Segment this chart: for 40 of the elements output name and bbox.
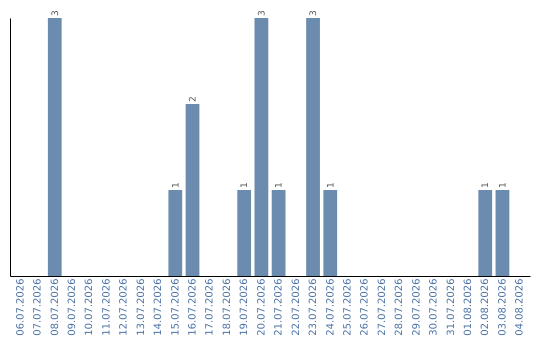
data-label: 2 xyxy=(188,96,199,102)
x-tick-label: 18.07.2026 xyxy=(222,278,233,336)
x-tick-label: 13.07.2026 xyxy=(136,278,147,336)
data-label: 1 xyxy=(171,182,182,188)
data-label: 3 xyxy=(50,10,61,16)
x-tick-label: 12.07.2026 xyxy=(118,278,130,336)
x-tick-label: 09.07.2026 xyxy=(66,278,78,336)
x-tick-label: 06.07.2026 xyxy=(15,278,26,336)
x-tick-label: 24.07.2026 xyxy=(325,278,336,336)
x-tick-label: 11.07.2026 xyxy=(101,278,112,336)
x-tick-label: 31.07.2026 xyxy=(446,278,457,336)
data-label: 1 xyxy=(326,182,336,188)
data-label: 1 xyxy=(498,182,508,188)
x-tick-label: 01.08.2026 xyxy=(463,278,474,336)
x-tick-label: 30.07.2026 xyxy=(428,278,440,336)
x-tick-label: 27.07.2026 xyxy=(376,278,388,336)
x-tick-label: 14.07.2026 xyxy=(153,278,164,336)
x-tick-label: 21.07.2026 xyxy=(274,278,285,336)
x-tick-label: 15.07.2026 xyxy=(170,278,182,336)
data-label: 3 xyxy=(309,10,320,16)
x-tick-label: 28.07.2026 xyxy=(394,278,406,336)
x-tick-label: 08.07.2026 xyxy=(50,278,61,336)
x-tick-label: 19.07.2026 xyxy=(239,278,250,336)
x-tick-label: 29.07.2026 xyxy=(411,278,422,336)
x-tick-label: 16.07.2026 xyxy=(188,278,199,336)
data-label: 3 xyxy=(257,10,268,16)
x-tick-label: 22.07.2026 xyxy=(290,278,302,336)
data-label: 1 xyxy=(481,182,492,188)
data-label: 1 xyxy=(240,182,250,188)
x-tick-label: 23.07.2026 xyxy=(308,278,320,336)
x-tick-label: 07.07.2026 xyxy=(32,278,44,336)
x-tick-label: 25.07.2026 xyxy=(342,278,354,336)
x-tick-label: 10.07.2026 xyxy=(84,278,96,336)
x-tick-label: 26.07.2026 xyxy=(360,278,371,336)
x-tick-label: 17.07.2026 xyxy=(204,278,216,336)
x-tick-label: 03.08.2026 xyxy=(497,278,508,336)
x-tick-label: 04.08.2026 xyxy=(514,278,526,336)
x-tick-label: 02.08.2026 xyxy=(480,278,492,336)
x-tick-label: 20.07.2026 xyxy=(256,278,268,336)
data-label: 1 xyxy=(274,182,285,188)
